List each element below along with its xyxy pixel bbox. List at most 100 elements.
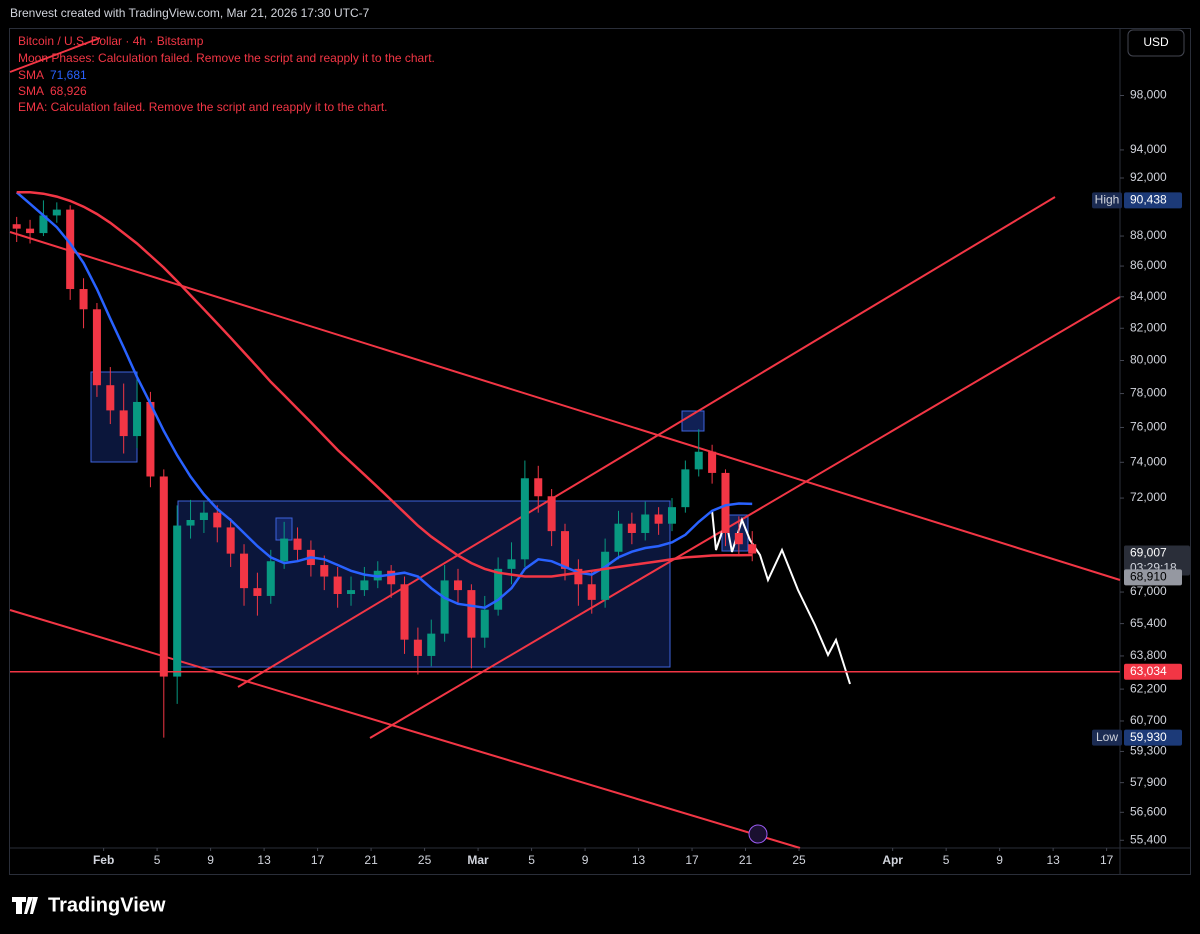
candle-body	[159, 476, 168, 677]
candle-body	[480, 609, 489, 638]
price-tag-name-box	[1092, 192, 1122, 209]
candle-body	[320, 565, 329, 577]
price-tag	[1124, 569, 1182, 586]
y-tick-label: 67,000	[1130, 584, 1167, 598]
legend-sma: SMA	[18, 68, 44, 82]
candle-body	[12, 224, 21, 229]
candle-body	[39, 215, 48, 234]
candle-body	[454, 580, 463, 591]
legend-symbol: Bitcoin / U.S. Dollar · 4h · Bitstamp	[18, 34, 204, 48]
candle-body	[52, 209, 61, 216]
currency-button[interactable]	[1127, 29, 1185, 57]
y-tick-label: 60,700	[1130, 713, 1167, 727]
x-tick-label: 9	[582, 853, 589, 867]
candle-body	[748, 544, 757, 554]
y-tick-label: 98,000	[1130, 88, 1167, 102]
candle-body	[427, 633, 436, 656]
chart-frame	[9, 28, 1191, 875]
x-tick-label: 5	[528, 853, 535, 867]
y-tick-label: 72,000	[1130, 490, 1167, 504]
x-tick-label: 17	[1100, 853, 1114, 867]
price-tag	[1124, 192, 1182, 209]
y-tick-label: 84,000	[1130, 289, 1167, 303]
x-tick-label: 5	[154, 853, 161, 867]
candle-body	[173, 525, 182, 677]
x-tick-label: 9	[996, 853, 1003, 867]
y-tick-label: 76,000	[1130, 420, 1167, 434]
y-tick-label: 88,000	[1130, 228, 1167, 242]
price-tag	[1124, 729, 1182, 746]
candle-body	[400, 584, 409, 640]
price-tag-label: 68,910	[1130, 570, 1167, 584]
y-tick-label: 78,000	[1130, 386, 1167, 400]
trend-line	[9, 231, 1121, 581]
y-tick-label: 80,000	[1130, 353, 1167, 367]
legend-sma-value: 68,926	[50, 84, 87, 98]
x-tick-label: 17	[685, 853, 699, 867]
y-tick-label: 55,400	[1130, 832, 1167, 846]
candle-body	[413, 639, 422, 656]
x-tick-label: 21	[364, 853, 378, 867]
candle-body	[133, 401, 142, 437]
candle-body	[708, 451, 717, 473]
price-tag-label: 69,007	[1130, 546, 1167, 560]
candle-body	[601, 551, 610, 600]
x-tick-label: 17	[311, 853, 325, 867]
candle-body	[293, 538, 302, 550]
currency[interactable]: USD	[1143, 35, 1169, 49]
logo	[12, 897, 38, 914]
attribution: Brenvest created with TradingView.com, M…	[10, 6, 370, 20]
candle-body	[534, 478, 543, 497]
y-tick-label: 62,200	[1130, 681, 1167, 695]
price-tag-name-box	[1092, 729, 1122, 746]
sma-line	[16, 191, 753, 578]
candle-body	[226, 527, 235, 554]
x-tick-label: 13	[1046, 853, 1060, 867]
trend-line	[369, 296, 1121, 739]
price-tag	[1124, 663, 1182, 680]
price-tag-name: High	[1095, 193, 1120, 207]
candle-body	[146, 401, 155, 477]
candle-body	[681, 469, 690, 508]
y-tick-label: 63,800	[1130, 648, 1167, 662]
plot	[12, 191, 757, 738]
candle-body	[253, 588, 262, 596]
x-tick-label: 21	[739, 853, 753, 867]
candle-body	[721, 472, 730, 533]
candle-body	[667, 507, 676, 524]
candle-body	[627, 523, 636, 533]
x-tick-label: 25	[792, 853, 806, 867]
drawings	[9, 37, 1121, 849]
brand: TradingView	[48, 894, 166, 916]
candle-body	[547, 496, 556, 532]
candle-body	[641, 514, 650, 533]
candle-body	[119, 410, 128, 437]
candle-body	[734, 532, 743, 545]
candle-body	[467, 590, 476, 638]
candle-body	[280, 538, 289, 562]
y-tick-label: 82,000	[1130, 320, 1167, 334]
candle-body	[186, 520, 195, 526]
y-tick-label: 94,000	[1130, 142, 1167, 156]
y-tick-label: 56,600	[1130, 804, 1167, 818]
trend-line	[237, 196, 1056, 688]
candle-body	[26, 228, 35, 234]
candle-body	[106, 385, 115, 411]
candle-body	[387, 570, 396, 585]
legend-indicator: Moon Phases: Calculation failed. Remove …	[18, 51, 435, 65]
candle-body	[614, 523, 623, 552]
y-tick-label: 57,900	[1130, 775, 1167, 789]
candle-body	[654, 514, 663, 524]
candle-body	[66, 209, 75, 290]
candle-body	[587, 584, 596, 600]
candle-body	[494, 568, 503, 610]
candle-body	[213, 512, 222, 528]
candle-body	[520, 478, 529, 560]
candle-body	[240, 553, 249, 589]
price-tag-label: 59,930	[1130, 730, 1167, 744]
legend-indicator: EMA: Calculation failed. Remove the scri…	[18, 100, 388, 114]
candle-body	[560, 531, 570, 569]
